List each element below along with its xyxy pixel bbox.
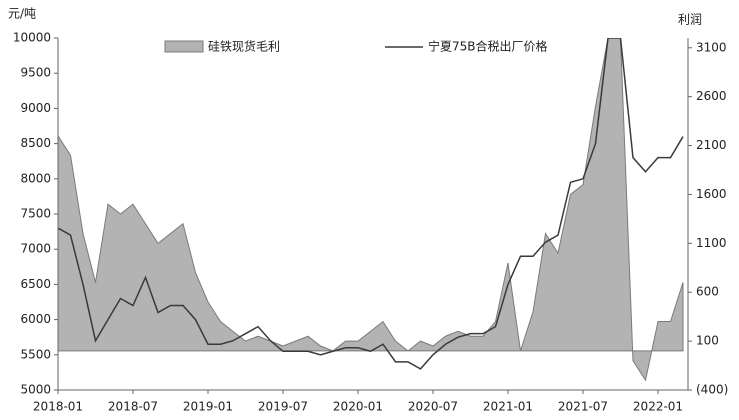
x-tick-label: 2018-07 [108,400,158,414]
profit-area [58,38,684,382]
y-tick-label: 9000 [20,101,51,115]
y2-tick-label: 1100 [696,236,727,250]
y-tick-label: 10000 [13,31,51,45]
y-tick-label: 9500 [20,66,51,80]
y-tick-label: 5000 [20,383,51,397]
y2-tick-label: (400) [696,383,728,397]
right-axis-label: 利润 [678,13,702,27]
y-tick-label: 7000 [20,242,51,256]
y2-tick-label: 2100 [696,138,727,152]
y-tick-label: 7500 [20,207,51,221]
x-tick-label: 2022-01 [633,400,683,414]
y-tick-label: 6000 [20,312,51,326]
legend-swatch-area [164,40,204,53]
x-tick-label: 2019-07 [258,400,308,414]
y-tick-label: 8500 [20,136,51,150]
x-tick-label: 2021-01 [483,400,533,414]
y2-tick-label: 600 [696,285,719,299]
y2-tick-label: 100 [696,334,719,348]
legend-label: 宁夏75B合税出厂价格 [428,39,548,54]
y2-tick-label: 1600 [696,187,727,201]
y-tick-label: 6500 [20,277,51,291]
x-tick-label: 2020-01 [333,400,383,414]
x-tick-label: 2021-07 [558,400,608,414]
x-tick-label: 2020-07 [408,400,458,414]
y2-tick-label: 2600 [696,89,727,103]
y-tick-label: 5500 [20,347,51,361]
y-tick-label: 8000 [20,171,51,185]
x-tick-label: 2019-01 [183,400,233,414]
legend-label: 硅铁现货毛利 [208,39,280,54]
left-axis-label: 元/吨 [8,7,36,21]
x-tick-label: 2018-01 [33,400,83,414]
y2-tick-label: 3100 [696,40,727,54]
price-line [58,38,684,370]
